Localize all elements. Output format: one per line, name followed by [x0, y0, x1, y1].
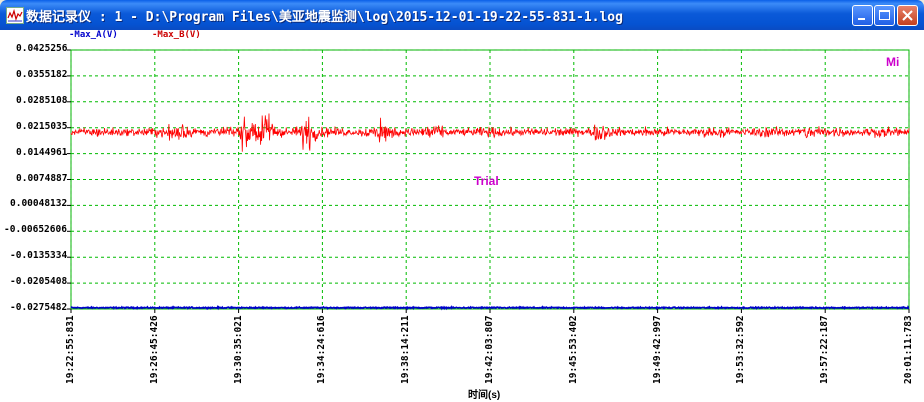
y-tick-label: 0.0355182 — [16, 68, 68, 80]
x-tick-label: 19:45:53:402 — [567, 315, 579, 384]
y-tick-label: 0.0215035 — [16, 120, 68, 132]
series-line-max-b — [70, 113, 910, 152]
legend-max-b: -Max_B(V) — [152, 30, 201, 40]
minimize-icon — [858, 18, 865, 20]
series-line-max-a — [70, 305, 910, 311]
x-tick-label: 20:01:11:783 — [903, 315, 914, 384]
legend-max-a: -Max_A(V) — [69, 30, 118, 40]
close-button[interactable] — [897, 5, 918, 26]
window-title: 数据记录仪 : 1 - D:\Program Files\美亚地震监测\log\… — [26, 10, 623, 25]
y-tick-label: 0.0425256 — [16, 43, 68, 54]
x-tick-label: 19:57:22:187 — [819, 315, 831, 384]
x-tick-label: 19:26:45:426 — [148, 315, 160, 384]
y-tick-label: 0.00048132 — [10, 198, 68, 210]
maximize-icon — [879, 10, 890, 20]
x-tick-label: 19:30:35:021 — [232, 315, 244, 384]
chart-app-icon[interactable] — [6, 7, 24, 24]
x-tick-label: 19:38:14:211 — [400, 315, 412, 384]
minimize-button[interactable] — [852, 5, 873, 26]
x-tick-label: 19:49:42:997 — [651, 315, 663, 384]
legend-max-a-label: -Max_A(V) — [69, 30, 118, 40]
y-tick-label: 0.0285108 — [16, 94, 68, 106]
x-tick-label: 19:22:55:831 — [65, 315, 76, 384]
y-tick-label: -0.00652606 — [4, 224, 67, 236]
corner-label: Mi — [886, 55, 900, 69]
title-bar[interactable]: 数据记录仪 : 1 - D:\Program Files\美亚地震监测\log\… — [0, 0, 924, 30]
legend-max-b-label: -Max_B(V) — [152, 30, 201, 40]
y-tick-label: 0.0074887 — [16, 172, 68, 184]
y-tick-label: -0.0205408 — [10, 276, 68, 288]
x-tick-label: 19:42:03:807 — [484, 315, 495, 384]
y-tick-label: -0.0135334 — [10, 250, 68, 262]
x-tick-label: 19:53:32:592 — [735, 315, 747, 384]
x-tick-label: 19:34:24:616 — [316, 315, 328, 384]
x-axis-title: 时间(s) — [468, 390, 501, 401]
close-icon — [902, 10, 913, 21]
maximize-button[interactable] — [874, 5, 895, 26]
y-tick-label: -0.0275482 — [10, 302, 68, 313]
y-tick-label: 0.0144961 — [16, 146, 68, 158]
trial-watermark: Trial — [474, 174, 499, 188]
